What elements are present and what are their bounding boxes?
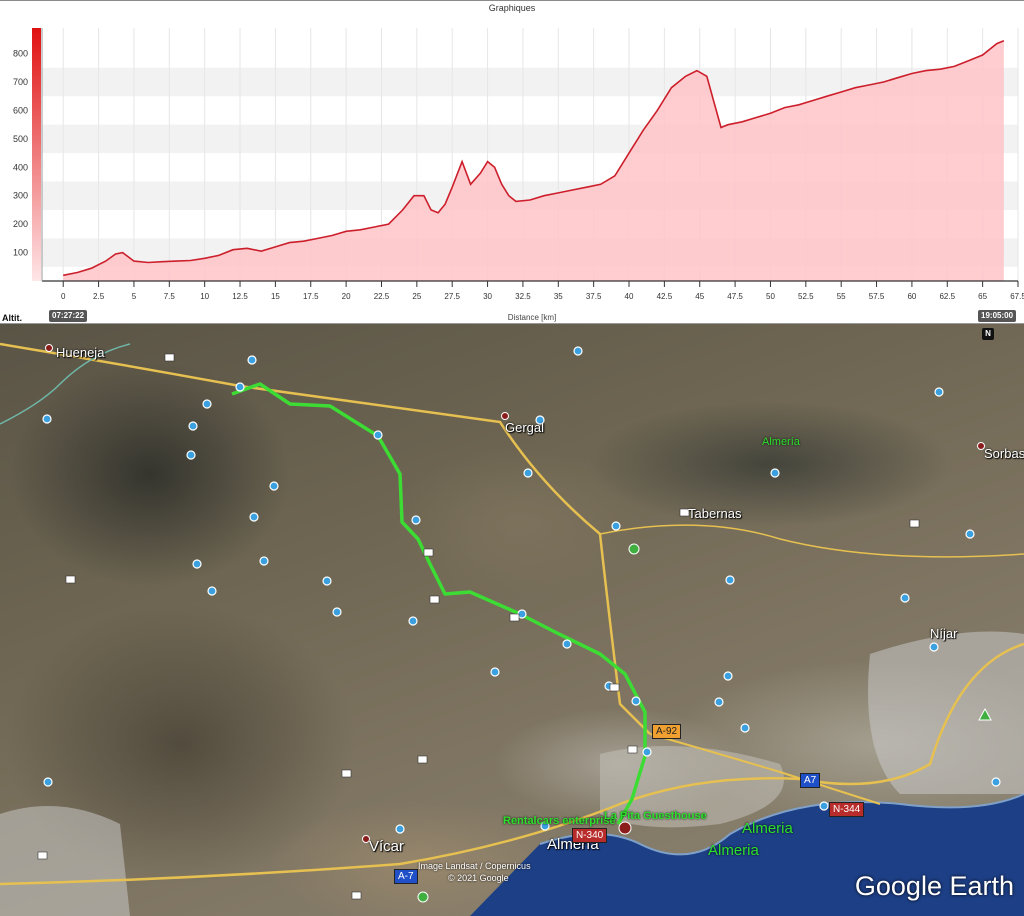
- road-shield-a7-east: A7: [800, 773, 821, 788]
- imagery-credit: Image Landsat / Copernicus © 2021 Google: [418, 860, 531, 884]
- place-gergal: Gergal: [505, 420, 545, 435]
- x-tick-label: 10: [200, 292, 209, 301]
- google-earth-logo: Google Earth: [854, 871, 1014, 901]
- y-tick-label: 500: [13, 134, 28, 144]
- elevation-line: [63, 40, 1005, 277]
- place-nijar: Níjar: [930, 626, 958, 641]
- x-tick-label: 0: [61, 292, 66, 301]
- place-sorbas: Sorbas: [984, 446, 1024, 461]
- label-rentalcars[interactable]: Rentalcars enterprise: [503, 815, 616, 827]
- x-tick-label: 60: [907, 292, 916, 301]
- y-tick-label: 400: [13, 162, 28, 172]
- elevation-chart-panel: Graphiques 100 200 300 400 500 600 700 800 0 2.5 5…: [0, 0, 1024, 324]
- place-tabernas: Tabernas: [688, 506, 742, 521]
- y-tick-label: 300: [13, 191, 28, 201]
- x-tick-label: 67.5: [1010, 292, 1024, 301]
- x-tick-label: 55: [837, 292, 846, 301]
- end-time-badge[interactable]: 19:05:00: [978, 310, 1017, 322]
- x-tick-label: 15: [271, 292, 280, 301]
- road-shield-n344: N-344: [829, 802, 865, 817]
- x-tick-label: 52.5: [798, 292, 814, 301]
- x-tick-label: 37.5: [586, 292, 602, 301]
- road-shield-a7-west: A-7: [394, 869, 418, 884]
- place-vicar: Vícar: [369, 838, 405, 855]
- road-a92: [0, 342, 651, 735]
- x-tick-label: 45: [695, 292, 704, 301]
- x-tick-label: 57.5: [869, 292, 885, 301]
- x-tick-label: 25: [412, 292, 421, 301]
- x-tick-label: 20: [342, 292, 351, 301]
- y-tick-label: 100: [13, 248, 28, 258]
- x-tick-label: 27.5: [444, 292, 460, 301]
- y-axis-label: Altit.: [2, 313, 22, 323]
- x-tick-label: 7.5: [164, 292, 176, 301]
- city-area: [600, 746, 784, 828]
- road-tabernas: [599, 524, 1024, 558]
- river-line: [0, 343, 131, 425]
- x-tick-label: 40: [625, 292, 634, 301]
- greenhouse-area-east: [868, 631, 1024, 794]
- y-tick-label: 200: [13, 219, 28, 229]
- x-tick-label: 17.5: [303, 292, 319, 301]
- x-tick-label: 30: [483, 292, 492, 301]
- y-tick-label: 700: [13, 77, 28, 87]
- credit-line-1: Image Landsat / Copernicus: [418, 861, 531, 871]
- altitude-color-scale: [32, 28, 41, 281]
- panel-top-rule: [0, 0, 1024, 1]
- poi-markers: [42, 346, 1001, 834]
- label-almeria-big-2: Almeria: [708, 842, 759, 859]
- x-tick-label: 32.5: [515, 292, 531, 301]
- museum-markers: [37, 353, 920, 900]
- city-dot-markers: [45, 344, 985, 843]
- elevation-area: [63, 40, 1004, 281]
- x-tick-label: 65: [978, 292, 987, 301]
- x-tick-label: 5: [132, 292, 137, 301]
- label-guesthouse[interactable]: La Pita Guesthouse: [604, 810, 707, 822]
- x-axis-label: Distance [km]: [507, 313, 557, 322]
- panel-title: Graphiques: [488, 3, 536, 13]
- label-almeria-big-1: Almeria: [742, 820, 793, 837]
- road-shield-a92: A-92: [652, 724, 682, 739]
- y-tick-label: 800: [13, 49, 28, 59]
- x-tick-label: 50: [766, 292, 775, 301]
- green-markers: [417, 543, 992, 903]
- sea-area: [470, 794, 1024, 916]
- north-indicator[interactable]: N: [982, 328, 994, 340]
- x-tick-label: 62.5: [939, 292, 955, 301]
- x-tick-label: 12.5: [232, 292, 248, 301]
- x-tick-label: 2.5: [93, 292, 105, 301]
- place-hueneja: Hueneja: [56, 345, 105, 360]
- gps-track: [231, 382, 647, 825]
- credit-line-2: © 2021 Google: [448, 873, 509, 883]
- map-overlay: [0, 342, 1024, 916]
- sea-shore: [539, 793, 1024, 856]
- x-tick-label: 35: [554, 292, 563, 301]
- satellite-map[interactable]: N Hueneja Gergal Tabernas Sorbas Níjar V…: [0, 324, 1024, 916]
- start-time-badge[interactable]: 07:27:22: [49, 310, 88, 322]
- greenhouse-area-west: [0, 806, 130, 916]
- road-shield-n340: N-340: [572, 828, 608, 843]
- x-tick-label: 47.5: [727, 292, 743, 301]
- y-tick-label: 600: [13, 105, 28, 115]
- x-tick-label: 22.5: [374, 292, 390, 301]
- x-tick-label: 42.5: [657, 292, 673, 301]
- label-almeria-region: Almería: [762, 436, 800, 448]
